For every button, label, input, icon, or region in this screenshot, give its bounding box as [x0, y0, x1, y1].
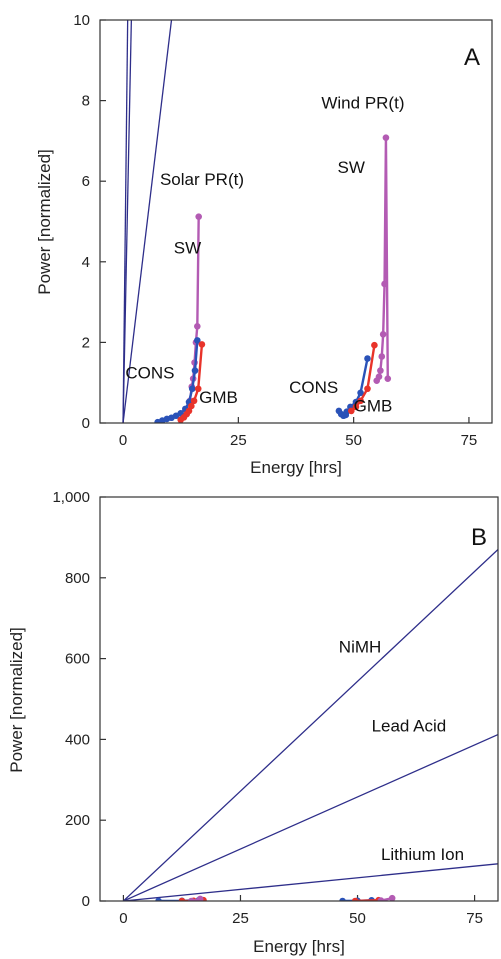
y-tick-label: 1,000 — [52, 489, 90, 506]
data-point-gmb — [190, 397, 198, 405]
annotation-label: SW — [338, 158, 365, 177]
annotation-label: GMB — [354, 397, 393, 416]
data-point-sw — [378, 353, 386, 360]
y-tick-label: 10 — [73, 12, 90, 29]
reference-line-nimh — [122, 549, 498, 901]
plot-area — [122, 20, 392, 423]
data-point-sw — [379, 331, 387, 338]
data-point-gmb — [348, 407, 355, 415]
plot-frame — [99, 496, 499, 902]
y-tick-label: 400 — [65, 731, 90, 748]
annotation-label: NiMH — [339, 638, 382, 657]
data-point-cons — [364, 355, 371, 362]
data-point-sw — [377, 367, 384, 374]
data-point-cons — [339, 897, 346, 901]
annotation-label: Wind PR(t) — [321, 94, 404, 113]
data-point-sw — [382, 134, 390, 141]
x-tick-label: 25 — [232, 910, 249, 927]
y-tick-label: 0 — [82, 415, 90, 432]
annotation-label: Solar PR(t) — [160, 170, 244, 189]
data-point-cons — [194, 337, 201, 344]
x-tick-label: 25 — [230, 432, 247, 449]
reference-line-lithium-ion — [123, 863, 498, 901]
x-tick-label: 50 — [349, 910, 366, 927]
y-axis-label: Power [normalized] — [7, 627, 26, 773]
data-point-sw — [195, 213, 202, 220]
plot-frame — [99, 19, 493, 424]
annotation-label: GMB — [199, 388, 238, 407]
panel-b: 0 25 50 75 0 200 400 600 800 1,000 Energy [hrs] Pow… — [7, 489, 499, 956]
data-point-sw — [188, 897, 195, 901]
data-point-cons — [188, 385, 196, 393]
annotation-label: CONS — [125, 364, 174, 383]
data-point-gmb — [371, 341, 378, 349]
annotation-label: Lead Acid — [372, 716, 447, 735]
panel-a: 0 25 50 75 0 2 4 6 8 10 Energy [hrs] Power [normali… — [35, 12, 493, 477]
annotation-label: Lithium Ion — [381, 845, 464, 864]
data-point-sw — [388, 894, 396, 901]
data-point-gmb — [351, 897, 359, 901]
data-point-gmb — [357, 397, 364, 405]
x-axis-label: Energy [hrs] — [253, 937, 345, 956]
x-tick-label: 75 — [461, 432, 478, 449]
plot-area — [122, 549, 498, 901]
y-axis-label: Power [normalized] — [35, 149, 54, 295]
data-point-sw — [196, 895, 204, 901]
data-point-sw — [194, 322, 201, 330]
reference-line — [122, 20, 133, 423]
x-tick-label: 0 — [119, 432, 127, 449]
data-point-cons — [191, 367, 199, 374]
y-tick-label: 4 — [82, 254, 90, 271]
data-point-gmb — [178, 897, 186, 901]
data-point-sw — [384, 375, 392, 382]
y-tick-label: 6 — [82, 173, 90, 190]
x-tick-label: 50 — [345, 432, 362, 449]
reference-line — [122, 20, 173, 423]
x-tick-label: 0 — [119, 910, 127, 927]
data-point-gmb — [188, 402, 195, 410]
x-axis-label: Energy [hrs] — [250, 458, 342, 477]
y-tick-label: 0 — [82, 893, 90, 910]
data-point-sw — [377, 897, 385, 901]
y-tick-label: 8 — [82, 93, 90, 110]
data-point-cons — [357, 389, 364, 397]
data-point-gmb — [364, 385, 371, 393]
x-tick-label: 75 — [466, 910, 483, 927]
panel-label: A — [464, 44, 480, 71]
data-point-cons — [155, 897, 162, 901]
y-tick-label: 800 — [65, 570, 90, 587]
y-tick-label: 200 — [65, 812, 90, 829]
panel-label: B — [471, 524, 487, 551]
annotation-label: SW — [174, 239, 201, 258]
data-point-sw — [381, 280, 388, 288]
data-point-gmb — [194, 385, 202, 393]
series-line-sw — [375, 136, 389, 382]
data-point-gmb — [352, 403, 360, 411]
data-point-sw — [375, 373, 383, 380]
reference-line-lead-acid — [123, 733, 498, 901]
y-tick-label: 2 — [82, 334, 90, 351]
y-tick-label: 600 — [65, 651, 90, 668]
data-point-gmb — [198, 341, 206, 348]
annotation-label: CONS — [289, 378, 338, 397]
